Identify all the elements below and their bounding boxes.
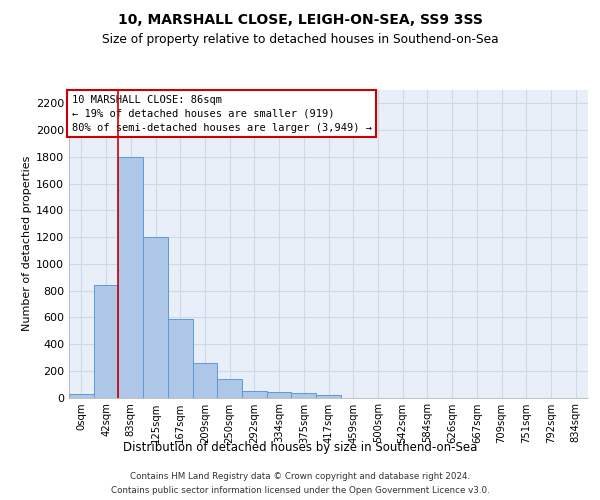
Text: Contains HM Land Registry data © Crown copyright and database right 2024.: Contains HM Land Registry data © Crown c… bbox=[130, 472, 470, 481]
Bar bbox=[143, 237, 168, 398]
Bar bbox=[292, 393, 316, 398]
Y-axis label: Number of detached properties: Number of detached properties bbox=[22, 156, 32, 332]
Bar bbox=[69, 394, 94, 398]
Bar bbox=[267, 392, 292, 398]
Text: 10 MARSHALL CLOSE: 86sqm
← 19% of detached houses are smaller (919)
80% of semi-: 10 MARSHALL CLOSE: 86sqm ← 19% of detach… bbox=[71, 94, 371, 132]
Text: Contains public sector information licensed under the Open Government Licence v3: Contains public sector information licen… bbox=[110, 486, 490, 495]
Bar bbox=[316, 395, 341, 398]
Bar bbox=[193, 364, 217, 398]
Text: Size of property relative to detached houses in Southend-on-Sea: Size of property relative to detached ho… bbox=[101, 32, 499, 46]
Bar bbox=[217, 380, 242, 398]
Bar bbox=[242, 391, 267, 398]
Bar bbox=[118, 157, 143, 398]
Text: 10, MARSHALL CLOSE, LEIGH-ON-SEA, SS9 3SS: 10, MARSHALL CLOSE, LEIGH-ON-SEA, SS9 3S… bbox=[118, 12, 482, 26]
Bar bbox=[168, 318, 193, 398]
Bar bbox=[94, 285, 118, 398]
Text: Distribution of detached houses by size in Southend-on-Sea: Distribution of detached houses by size … bbox=[123, 441, 477, 454]
